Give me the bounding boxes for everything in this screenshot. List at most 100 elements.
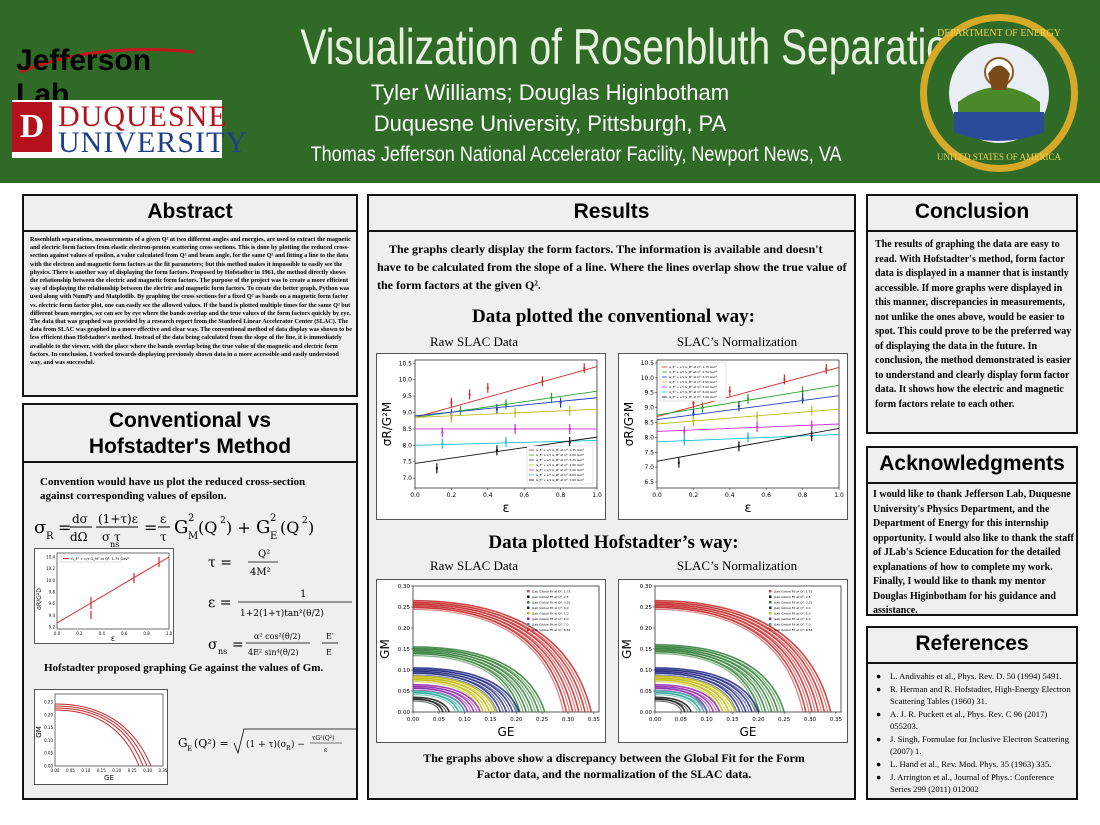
data-marker xyxy=(495,449,498,452)
legend-entry: JLab Global Fit at Q²: 4.0 xyxy=(773,606,811,610)
mini-h-y-tick: 0.00 xyxy=(44,764,53,769)
form-factor-band xyxy=(412,687,469,713)
svg-text:G: G xyxy=(174,517,188,538)
y-tick-label: 7.0 xyxy=(644,464,654,471)
conventional-subheading: Data plotted the conventional way: xyxy=(472,306,755,327)
du-logo-line1: DUQUESNE xyxy=(58,100,228,133)
mini-hof-xlabel: GE xyxy=(104,774,114,782)
x-tick-label: 0.4 xyxy=(483,492,493,499)
legend-entry: JLab Global Fit at Q²: 3.25 xyxy=(531,601,571,605)
legend-entry: G_E² + ε/τ G_M² at Q²: 5.00 GeV² xyxy=(536,468,584,472)
mini-h-y-tick: 0.25 xyxy=(44,700,53,705)
legend-marker xyxy=(769,595,772,598)
x-axis-label: ε xyxy=(502,501,509,516)
y-tick-label: 8.0 xyxy=(644,434,654,441)
legend-marker xyxy=(527,590,530,593)
affiliation: Duquesne University, Pittsburgh, PA xyxy=(373,111,727,136)
form-factor-band xyxy=(654,603,820,713)
data-marker xyxy=(747,436,749,439)
ge-equation: G E (Q²) = (1 + τ)(σ R ) − τG²(Q²) ε xyxy=(174,723,358,763)
x-tick-label: 0.05 xyxy=(433,717,446,723)
legend-marker xyxy=(769,612,772,615)
svg-text:=: = xyxy=(58,518,71,537)
mini-hofstadter-chart: 0.00 0.05 0.10 0.15 0.20 0.25 0.30 0.35 0.25 0.2… xyxy=(34,689,168,785)
form-factor-band xyxy=(412,683,481,713)
y-tick-label: 0.05 xyxy=(640,689,653,695)
data-marker xyxy=(801,390,804,393)
legend-marker xyxy=(769,601,772,604)
mini-x-tick: 0.4 xyxy=(99,631,106,636)
form-factor-band xyxy=(412,646,546,713)
x-tick-label: 0.20 xyxy=(752,717,765,723)
legend-entry: JLab Global Fit at Q²: 6.0 xyxy=(531,617,569,621)
x-tick-label: 0.15 xyxy=(726,717,739,723)
y-tick-label: 10.0 xyxy=(399,377,413,384)
form-factor-band xyxy=(654,670,747,713)
data-marker xyxy=(450,401,453,404)
svg-text:ε =: ε = xyxy=(208,595,231,611)
legend-box xyxy=(526,445,594,485)
svg-text:4E² sin⁴(θ/2): 4E² sin⁴(θ/2) xyxy=(248,648,299,657)
fit-line xyxy=(414,408,598,418)
svg-text:τ: τ xyxy=(160,530,167,544)
data-marker xyxy=(441,431,444,434)
x-tick-label: 0.0 xyxy=(410,492,420,499)
svg-text:UNITED STATES OF AMERICA: UNITED STATES OF AMERICA xyxy=(937,152,1062,162)
hofstadter-subheading: Data plotted Hofstadter’s way: xyxy=(488,532,739,553)
form-factor-band xyxy=(412,674,498,713)
authors: Tyler Williams; Douglas Higinbotham xyxy=(370,80,730,105)
form-factor-band xyxy=(654,644,785,713)
references-panel: References ● L. Andivahis et al., Phys. R… xyxy=(866,626,1078,800)
mini-h-x-tick: 0.05 xyxy=(66,768,75,773)
x-tick-label: 0.15 xyxy=(484,717,497,723)
fit-line xyxy=(656,395,840,420)
svg-text:τG²(Q²): τG²(Q²) xyxy=(312,735,335,742)
legend-marker xyxy=(527,601,530,604)
data-marker xyxy=(514,427,517,430)
legend-entry: JLab Global Fit at Q²: 8.83 xyxy=(531,628,571,632)
form-factor-band xyxy=(654,649,767,713)
data-marker xyxy=(683,439,686,442)
svg-text:Q²: Q² xyxy=(258,549,270,560)
mini-x-tick: 1.0 xyxy=(166,631,173,636)
mini-h-y-tick: 0.20 xyxy=(44,712,53,717)
mini-h-x-tick: 0.25 xyxy=(128,768,137,773)
fit-line xyxy=(414,436,598,464)
data-marker xyxy=(783,378,786,381)
data-marker xyxy=(677,461,680,464)
legend-entry: JLab Global Fit at Q²: 8.83 xyxy=(773,628,813,632)
poster-title: Visualization of Rosenbluth Separations xyxy=(300,19,990,75)
x-axis-label: GE xyxy=(740,725,757,739)
y-tick-label: 0.15 xyxy=(640,647,653,653)
legend-entry: G_E² + ε/τ G_M² at Q²: 2.50 GeV² xyxy=(669,370,717,374)
fit-line xyxy=(656,423,840,432)
legend-marker xyxy=(527,617,530,620)
mini-conv-ylabel: σR/G²D xyxy=(36,588,43,610)
x-axis-label: ε xyxy=(744,501,751,516)
svg-text:=: = xyxy=(232,637,244,653)
legend-entry: G_E² + ε/τ G_M² at Q²: 3.25 GeV² xyxy=(536,458,584,462)
fit-line xyxy=(414,397,598,417)
svg-text:) −: ) − xyxy=(291,739,305,750)
svg-text:(Q: (Q xyxy=(198,518,217,537)
svg-text:1: 1 xyxy=(300,589,306,600)
y-tick-label: 0.00 xyxy=(398,710,411,716)
legend-entry: JLab Global Fit at Q²: 2.5 xyxy=(773,595,811,599)
x-tick-label: 0.20 xyxy=(510,717,523,723)
y-tick-label: 8.5 xyxy=(644,420,654,427)
svg-text:dΩ: dΩ xyxy=(70,530,88,544)
mini-y-tick: 10.0 xyxy=(46,578,55,583)
y-axis-label: σR/G²M xyxy=(380,402,394,446)
legend-marker xyxy=(769,590,772,593)
svg-text:E: E xyxy=(326,648,332,657)
x-tick-label: 0.25 xyxy=(778,717,791,723)
mini-x-tick: 0.8 xyxy=(143,631,150,636)
reference-item: ● J. Arrington et al., Journal of Phys.: … xyxy=(876,772,1054,794)
reference-item: ● L. Andivahis et al., Phys. Rev. D. 50 (… xyxy=(876,671,1062,681)
y-axis-label: GM xyxy=(620,639,634,659)
mini-h-x-tick: 0.00 xyxy=(51,768,60,773)
svg-text:) +: ) + xyxy=(226,518,251,537)
data-marker xyxy=(701,406,704,409)
doe-seal-icon: DEPARTMENT OF ENERGY UNITED STATES OF AM… xyxy=(920,14,1078,172)
x-tick-label: 0.4 xyxy=(725,492,735,499)
